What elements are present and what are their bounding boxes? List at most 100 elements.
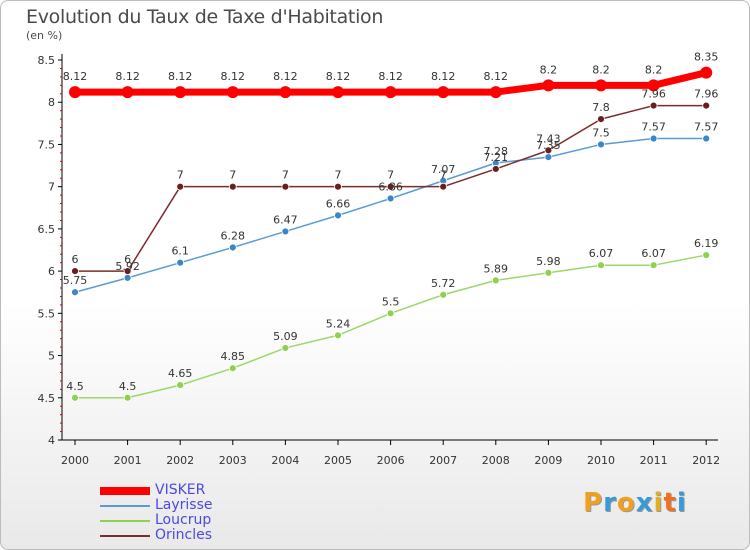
data-label-loucrup: 4.5 xyxy=(119,380,137,393)
data-point-visker xyxy=(174,86,187,99)
data-point-layrisse xyxy=(281,227,290,236)
data-label-loucrup: 5.5 xyxy=(382,295,400,308)
series-line-layrisse xyxy=(74,137,707,293)
data-label-layrisse: 7.57 xyxy=(641,121,666,134)
x-tick-label: 2002 xyxy=(166,454,194,467)
legend-label-layrisse: Layrisse xyxy=(155,497,213,513)
data-label-layrisse: 7.5 xyxy=(592,126,610,139)
data-point-loucrup xyxy=(123,393,132,402)
y-tick-label: 8 xyxy=(48,96,55,109)
data-point-orincles xyxy=(544,146,553,155)
y-tick-label: 5.5 xyxy=(38,307,56,320)
data-point-orincles xyxy=(597,115,605,124)
data-point-layrisse xyxy=(544,153,553,162)
data-point-layrisse xyxy=(123,273,132,282)
data-label-visker: 8.35 xyxy=(694,51,719,64)
y-tick-label: 7.5 xyxy=(38,138,56,151)
data-point-orincles xyxy=(334,182,342,191)
y-tick-label: 5 xyxy=(48,350,55,363)
data-point-loucrup xyxy=(281,344,290,352)
data-label-orincles: 7.21 xyxy=(484,151,509,164)
data-point-visker xyxy=(226,86,239,99)
logo-letter: o xyxy=(616,488,636,518)
data-point-loucrup xyxy=(439,290,448,299)
legend-swatch-layrisse xyxy=(100,505,150,507)
data-label-layrisse: 5.92 xyxy=(115,260,140,273)
data-point-layrisse xyxy=(228,243,237,252)
y-tick-label: 4 xyxy=(48,434,55,447)
data-label-orincles: 7.96 xyxy=(641,88,666,101)
data-point-visker xyxy=(542,79,555,92)
data-point-orincles xyxy=(702,101,711,110)
x-tick-label: 2009 xyxy=(534,454,562,467)
x-tick-label: 2012 xyxy=(692,454,720,467)
y-tick-label: 8.5 xyxy=(38,54,56,67)
data-point-orincles xyxy=(491,165,500,173)
data-point-loucrup xyxy=(649,261,658,270)
x-tick-label: 2003 xyxy=(219,454,247,467)
data-point-orincles xyxy=(123,267,132,276)
data-point-layrisse xyxy=(71,288,79,297)
data-label-orincles: 7.8 xyxy=(592,101,610,114)
data-label-visker: 8.12 xyxy=(168,70,193,83)
data-point-loucrup xyxy=(71,393,79,402)
data-label-loucrup: 4.65 xyxy=(168,367,193,380)
data-label-visker: 8.12 xyxy=(484,70,509,83)
logo-letter: t xyxy=(663,488,677,518)
data-label-loucrup: 5.98 xyxy=(536,255,561,268)
data-label-visker: 8.12 xyxy=(273,70,298,83)
y-tick-label: 7 xyxy=(48,181,55,194)
data-point-loucrup xyxy=(702,251,711,259)
data-label-loucrup: 5.24 xyxy=(326,317,351,330)
data-label-layrisse: 6.86 xyxy=(378,180,403,193)
data-point-visker xyxy=(69,86,81,99)
data-label-loucrup: 6.07 xyxy=(589,247,614,260)
data-point-loucrup xyxy=(228,364,237,373)
data-point-visker xyxy=(121,86,134,99)
data-point-visker xyxy=(332,86,344,99)
data-point-orincles xyxy=(439,182,448,191)
data-label-layrisse: 7.28 xyxy=(484,145,509,158)
data-point-visker xyxy=(279,86,292,99)
x-tick-label: 2000 xyxy=(61,454,89,467)
logo-letter: x xyxy=(635,488,654,518)
data-label-orincles: 7 xyxy=(387,169,394,182)
data-point-loucrup xyxy=(334,331,342,340)
data-label-orincles: 7 xyxy=(177,169,184,182)
x-tick-label: 2007 xyxy=(429,454,457,467)
data-label-orincles: 7 xyxy=(440,169,447,182)
y-tick-label: 4.5 xyxy=(38,392,56,405)
data-label-visker: 8.12 xyxy=(221,70,246,83)
data-label-visker: 8.12 xyxy=(115,70,140,83)
data-point-loucrup xyxy=(386,309,395,318)
data-label-loucrup: 6.19 xyxy=(694,237,719,250)
y-tick-label: 6.5 xyxy=(38,223,56,236)
data-label-layrisse: 5.75 xyxy=(63,274,88,287)
logo-letter: P xyxy=(583,488,604,518)
data-label-visker: 8.12 xyxy=(63,70,88,83)
legend-swatch-loucrup xyxy=(100,520,150,522)
logo-letter: i xyxy=(676,488,687,518)
data-label-orincles: 7.96 xyxy=(694,88,719,101)
data-point-orincles xyxy=(71,267,79,276)
legend-swatch-visker xyxy=(100,487,150,495)
data-label-loucrup: 4.5 xyxy=(66,380,84,393)
data-label-layrisse: 6.66 xyxy=(326,197,351,210)
data-label-loucrup: 5.72 xyxy=(431,277,456,290)
data-label-layrisse: 7.35 xyxy=(536,139,561,152)
data-label-orincles: 6 xyxy=(72,253,79,266)
data-point-layrisse xyxy=(176,258,185,267)
data-point-loucrup xyxy=(176,381,185,390)
x-tick-label: 2008 xyxy=(482,454,510,467)
y-tick-label: 6 xyxy=(48,265,55,278)
data-point-layrisse xyxy=(334,211,342,220)
data-point-orincles xyxy=(281,182,290,191)
data-label-layrisse: 6.47 xyxy=(273,213,298,226)
data-point-orincles xyxy=(228,182,237,191)
data-point-orincles xyxy=(649,101,658,110)
data-label-visker: 8.2 xyxy=(592,63,610,76)
data-label-orincles: 6 xyxy=(124,253,131,266)
data-label-layrisse: 7.07 xyxy=(431,163,456,176)
chart-title: Evolution du Taux de Taxe d'Habitation xyxy=(26,6,384,28)
legend-label-loucrup: Loucrup xyxy=(155,512,212,528)
